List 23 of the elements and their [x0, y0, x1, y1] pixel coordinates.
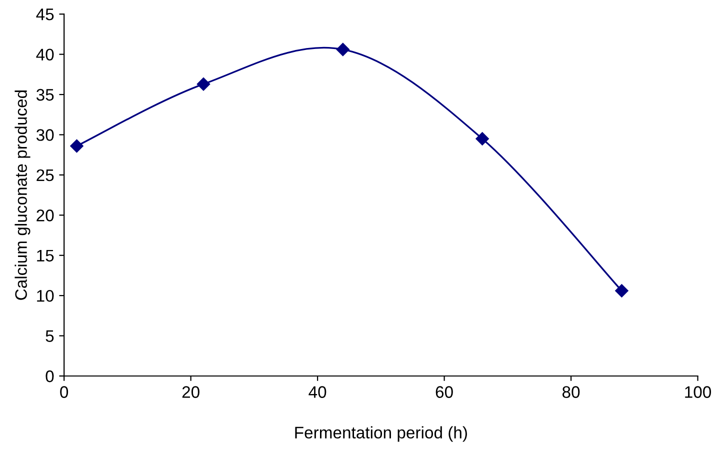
x-axis-title: Fermentation period (h): [295, 426, 467, 442]
y-tick-label: 20: [36, 210, 54, 222]
y-tick-label: 40: [36, 48, 54, 61]
x-tick-label: 60: [436, 386, 453, 398]
point: [615, 284, 628, 298]
y-tick-label: 10: [37, 290, 54, 302]
x-tick-label: 100: [685, 386, 712, 398]
y-tick-label: 45: [36, 8, 54, 20]
y-tick-label: 30: [36, 129, 54, 141]
y-tick-label: 0: [46, 370, 54, 382]
y-tick-label: 15: [37, 250, 54, 262]
y-tick-label: 25: [36, 169, 54, 182]
x-tick-label: 20: [182, 386, 200, 398]
point: [336, 42, 350, 56]
point: [476, 132, 489, 146]
x-tick-label: 0: [60, 386, 68, 398]
y-tick-label: 35: [36, 88, 54, 101]
x-tick-label: 40: [308, 386, 326, 398]
x-tick-label: 80: [562, 386, 580, 398]
y-tick-label: 5: [46, 330, 54, 342]
point: [196, 77, 210, 91]
point: [70, 139, 84, 153]
y-axis-title: Calcium gluconate produced: [14, 90, 30, 300]
